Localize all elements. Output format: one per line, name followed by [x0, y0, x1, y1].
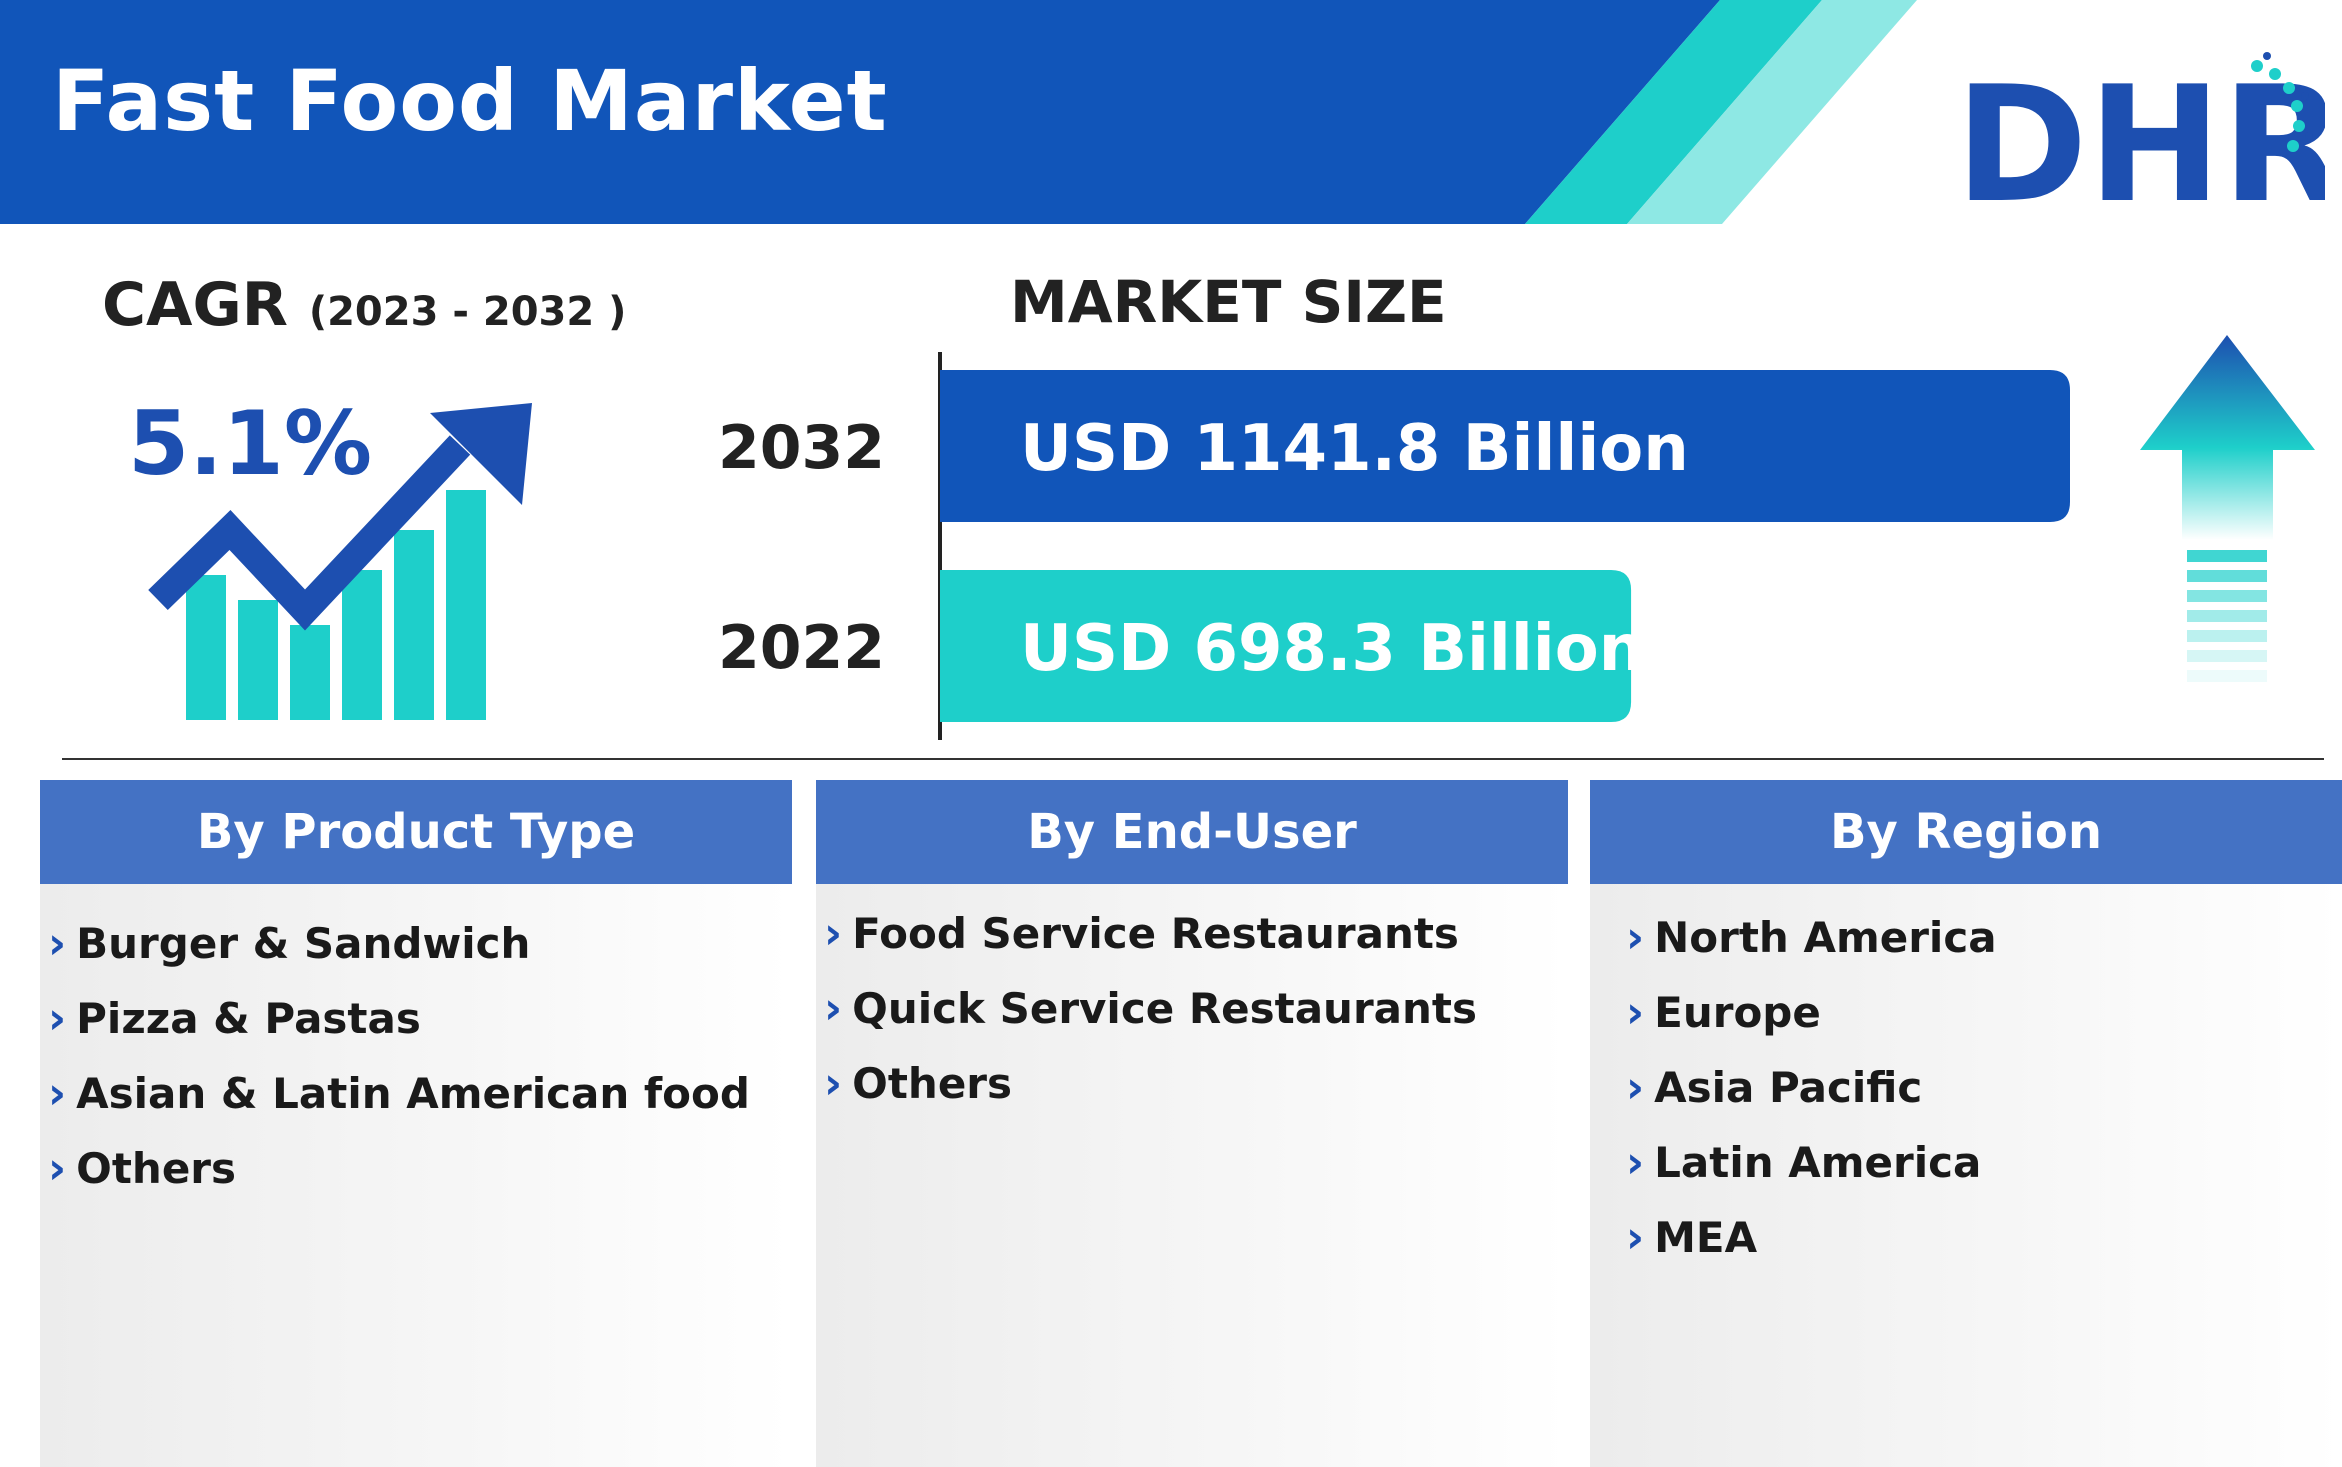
value-label: USD 698.3 Billion — [1020, 612, 1644, 686]
page-title: Fast Food Market — [52, 52, 888, 150]
region-panel: By Region › North America › Europe › Asia Pac… — [1590, 780, 2342, 1467]
list-item: › Europe — [1626, 975, 2342, 1050]
chevron-right-icon: › — [1626, 1062, 1645, 1113]
list-item-label: Asian & Latin American food — [76, 1069, 750, 1118]
list-item-label: Burger & Sandwich — [76, 919, 531, 968]
chevron-right-icon: › — [1626, 987, 1645, 1038]
list-item-label: Others — [76, 1144, 237, 1193]
list-item-label: Food Service Restaurants — [852, 909, 1459, 958]
cagr-title: CAGR — [102, 270, 288, 340]
list-item-label: North America — [1654, 913, 1997, 962]
list-item: › Burger & Sandwich — [48, 906, 792, 981]
list-item: › Asian & Latin American food — [48, 1056, 792, 1131]
chevron-right-icon: › — [1626, 1212, 1645, 1263]
up-arrow-icon — [2140, 335, 2315, 682]
cagr-period: (2023 - 2032 ) — [308, 289, 627, 335]
header-band — [0, 0, 1917, 224]
bar-2022 — [940, 570, 1632, 722]
chevron-right-icon: › — [824, 1058, 843, 1109]
list-item-label: Latin America — [1654, 1138, 1982, 1187]
list-item: › Pizza & Pastas — [48, 981, 792, 1056]
chevron-right-icon: › — [48, 1143, 67, 1194]
list-item-label: Others — [852, 1059, 1013, 1108]
company-logo: DHR — [1955, 51, 2325, 218]
cagr-label: CAGR (2023 - 2032 ) — [102, 270, 626, 340]
product-type-list: › Burger & Sandwich › Pizza & Pastas › Asian … — [40, 884, 792, 1206]
end-user-panel: By End-User › Food Service Restaurants › Qu… — [816, 780, 1568, 1467]
region-heading: By Region — [1590, 780, 2342, 884]
market-size-chart: 2032 USD 1141.8 Billion 2022 USD 698.3 Bill… — [718, 352, 2070, 740]
product-type-heading: By Product Type — [40, 780, 792, 884]
chevron-right-icon: › — [48, 1068, 67, 1119]
logo-text: DHR — [1955, 51, 2325, 218]
list-item-label: Quick Service Restaurants — [852, 984, 1477, 1033]
market-size-title: MARKET SIZE — [1010, 268, 1447, 336]
chevron-right-icon: › — [48, 993, 67, 1044]
bar-2032 — [940, 370, 2070, 522]
section-divider — [62, 758, 2324, 760]
cagr-value: 5.1% — [128, 392, 373, 495]
list-item-label: Europe — [1654, 988, 1821, 1037]
list-item: › MEA — [1626, 1200, 2342, 1275]
chevron-right-icon: › — [48, 918, 67, 969]
list-item: › Asia Pacific — [1626, 1050, 2342, 1125]
chevron-right-icon: › — [824, 908, 843, 959]
growth-chart-icon — [148, 403, 532, 720]
list-item: › Quick Service Restaurants — [824, 971, 1568, 1046]
list-item: › Latin America — [1626, 1125, 2342, 1200]
product-type-panel: By Product Type › Burger & Sandwich › Pizza… — [40, 780, 792, 1467]
year-label: 2022 — [718, 613, 885, 683]
list-item: › Others — [824, 1046, 1568, 1121]
list-item-label: Pizza & Pastas — [76, 994, 421, 1043]
list-item-label: Asia Pacific — [1654, 1063, 1923, 1112]
value-label: USD 1141.8 Billion — [1020, 412, 1689, 486]
list-item: › Food Service Restaurants — [824, 896, 1568, 971]
region-list: › North America › Europe › Asia Pacific › Latin… — [1590, 884, 2342, 1275]
list-item: › North America — [1626, 900, 2342, 975]
year-label: 2032 — [718, 413, 885, 483]
chevron-right-icon: › — [1626, 912, 1645, 963]
chevron-right-icon: › — [1626, 1137, 1645, 1188]
chevron-right-icon: › — [824, 983, 843, 1034]
end-user-heading: By End-User — [816, 780, 1568, 884]
end-user-list: › Food Service Restaurants › Quick Service … — [816, 884, 1568, 1121]
list-item: › Others — [48, 1131, 792, 1206]
list-item-label: MEA — [1654, 1213, 1758, 1262]
